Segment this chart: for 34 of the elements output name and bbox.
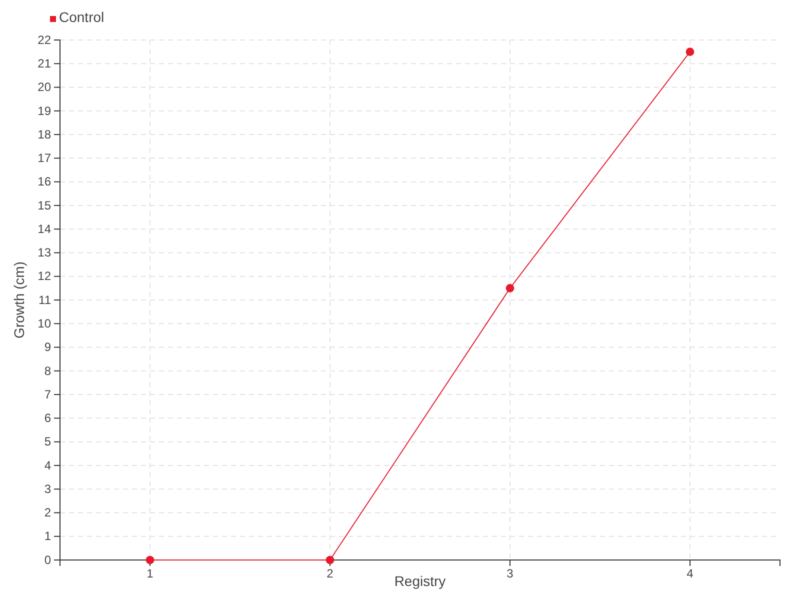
y-tick-label: 2 [44, 506, 52, 520]
y-tick-label: 15 [38, 198, 52, 212]
y-tick-label: 17 [38, 151, 52, 166]
y-tick-label: 0 [44, 552, 52, 567]
y-tick-label: 10 [38, 316, 52, 330]
x-tick-label: 3 [506, 566, 514, 581]
point [686, 48, 694, 56]
y-tick-label: 18 [38, 127, 52, 142]
x-axis-title: Registry [394, 573, 446, 589]
x-tick-label: 4 [686, 566, 694, 581]
point [506, 284, 514, 292]
y-tick-label: 20 [38, 80, 52, 94]
y-tick-label: 4 [44, 458, 52, 472]
y-tick-label: 19 [38, 104, 52, 118]
y-tick-label: 22 [38, 32, 52, 47]
y-tick-label: 16 [38, 174, 52, 189]
y-tick-label: 21 [38, 56, 52, 70]
y-tick-label: 6 [44, 411, 52, 426]
y-tick-label: 7 [44, 387, 52, 402]
legend-label: Control [59, 9, 104, 25]
point [146, 556, 154, 564]
y-tick-label: 14 [38, 222, 52, 236]
y-tick-label: 12 [38, 269, 52, 284]
y-tick-label: 5 [44, 434, 52, 449]
y-tick-label: 9 [44, 340, 52, 354]
y-tick-label: 13 [38, 246, 52, 260]
y-axis-title: Growth (cm) [11, 262, 27, 338]
point [326, 556, 334, 564]
y-tick-label: 3 [44, 482, 52, 496]
y-tick-label: 1 [44, 529, 52, 544]
y-tick-label: 8 [44, 364, 52, 378]
x-tick-label: 1 [146, 566, 154, 581]
y-tick-label: 11 [38, 292, 52, 307]
x-tick-label: 2 [326, 566, 334, 581]
